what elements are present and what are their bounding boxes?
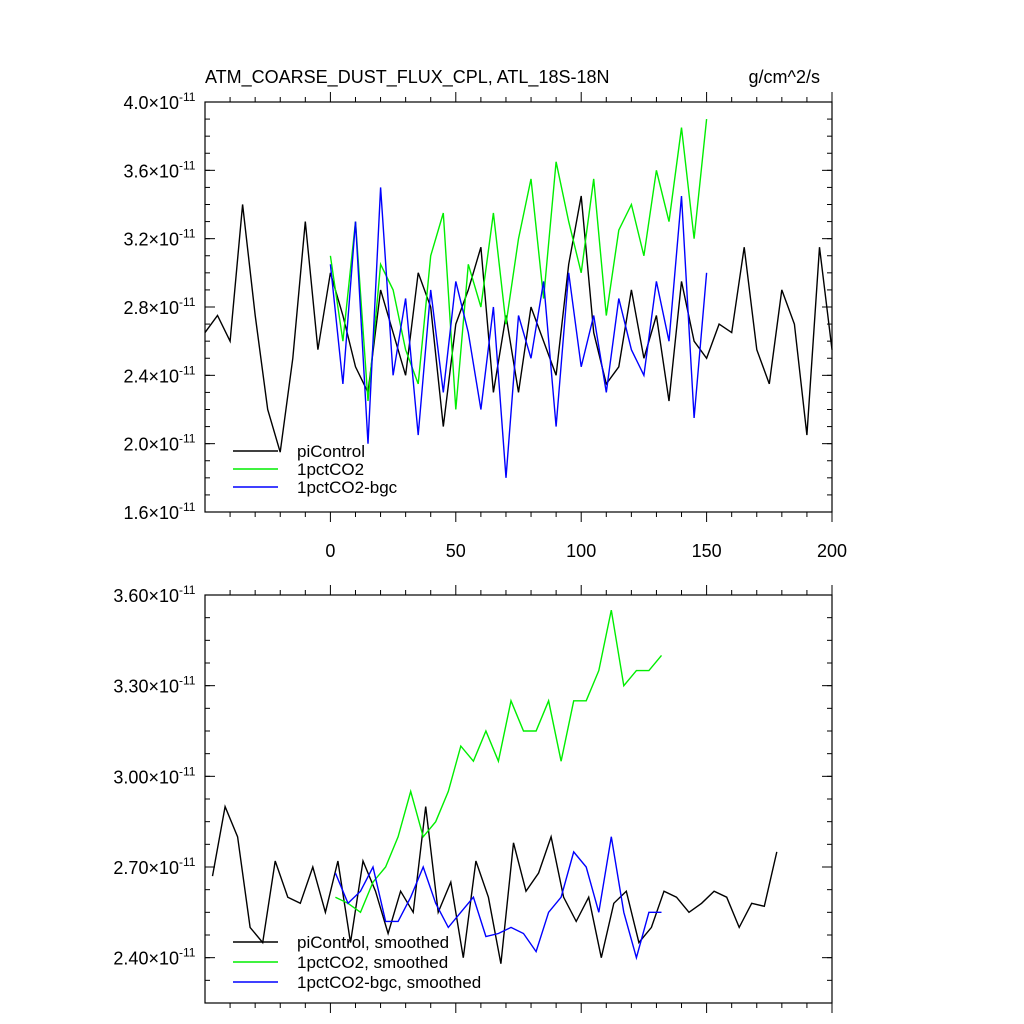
y-tick-label: 1.6×10: [123, 503, 179, 523]
y-tick-exponent: -11: [179, 432, 196, 446]
x-tick-label: 200: [817, 541, 847, 561]
y-tick-exponent: -11: [179, 764, 196, 778]
y-tick-exponent: -11: [179, 855, 196, 869]
series-line-0: [211, 804, 778, 964]
units-label: g/cm^2/s: [749, 67, 820, 87]
y-tick-label: 3.60×10: [113, 586, 179, 606]
x-tick-label: 150: [692, 541, 722, 561]
y-tick-label: 2.40×10: [113, 949, 179, 969]
y-tick-exponent: -11: [179, 500, 196, 514]
y-tick-label: 3.2×10: [123, 230, 179, 250]
legend-label-0: piControl: [297, 442, 365, 461]
y-tick-label: 2.8×10: [123, 298, 179, 318]
y-tick-label: 4.0×10: [123, 93, 179, 113]
y-tick-label: 3.30×10: [113, 677, 179, 697]
bottom-panel: 2.40×10 -112.70×10 -113.00×10 -113.30×10 -11…: [113, 583, 833, 1013]
series-line-1: [329, 119, 708, 410]
series-line-2: [334, 836, 662, 961]
y-tick-exponent: -11: [179, 295, 196, 309]
x-tick-label: 100: [566, 541, 596, 561]
legend-label-1: 1pctCO2: [297, 460, 364, 479]
y-tick-label: 2.0×10: [123, 435, 179, 455]
y-tick-exponent: -11: [179, 90, 196, 104]
y-tick-label: 2.4×10: [123, 366, 179, 386]
y-tick-exponent: -11: [179, 227, 196, 241]
y-tick-exponent: -11: [179, 674, 196, 688]
legend-label-2: 1pctCO2-bgc, smoothed: [297, 973, 481, 992]
y-tick-label: 3.6×10: [123, 161, 179, 181]
legend-label-1: 1pctCO2, smoothed: [297, 953, 448, 972]
legend-label-0: piControl, smoothed: [297, 933, 449, 952]
series-line-1: [335, 609, 663, 914]
top-panel: ATM_COARSE_DUST_FLUX_CPL, ATL_18S-18N g/…: [123, 67, 847, 561]
y-tick-exponent: -11: [179, 946, 196, 960]
series-line-2: [329, 187, 708, 478]
x-tick-label: 50: [446, 541, 466, 561]
series-line-0: [204, 195, 833, 453]
y-tick-label: 3.00×10: [113, 767, 179, 787]
legend-label-2: 1pctCO2-bgc: [297, 478, 398, 497]
y-tick-exponent: -11: [179, 363, 196, 377]
y-tick-exponent: -11: [179, 583, 196, 597]
chart-title: ATM_COARSE_DUST_FLUX_CPL, ATL_18S-18N: [205, 67, 609, 88]
y-tick-label: 2.70×10: [113, 858, 179, 878]
y-tick-exponent: -11: [179, 158, 196, 172]
x-tick-label: 0: [325, 541, 335, 561]
